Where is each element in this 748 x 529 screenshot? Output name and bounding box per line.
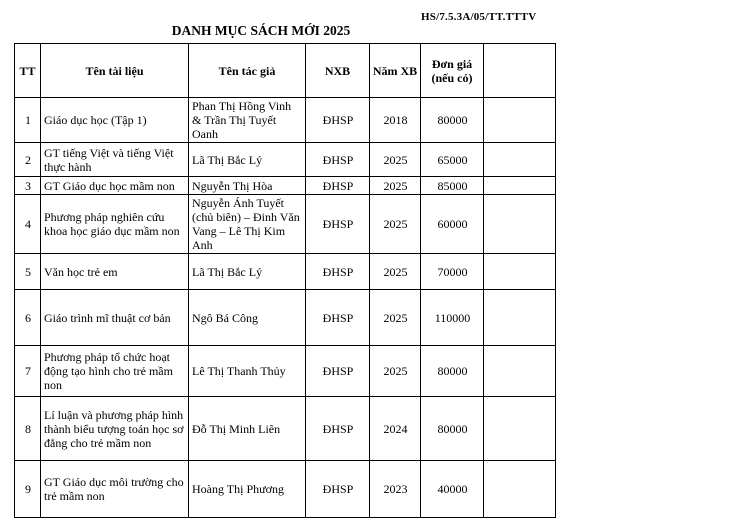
- cell-title: Phương pháp nghiên cứu khoa học giáo dục…: [40, 194, 189, 254]
- cell-title: Giáo trình mĩ thuật cơ bản: [40, 289, 189, 346]
- cell-note: [483, 396, 556, 461]
- cell-tt: 7: [14, 345, 41, 397]
- cell-year: 2024: [369, 396, 421, 461]
- table-row: 8 Lí luận và phương pháp hình thành biểu …: [14, 396, 556, 461]
- cell-tt: 2: [14, 142, 41, 177]
- cell-nxb: ĐHSP: [305, 396, 370, 461]
- header-cell-note: [483, 43, 556, 98]
- table-row: 9 GT Giáo dục môi trường cho trẻ mầm non H…: [14, 460, 556, 518]
- cell-price: 70000: [420, 253, 484, 290]
- cell-nxb: ĐHSP: [305, 176, 370, 195]
- cell-year: 2018: [369, 97, 421, 143]
- cell-year: 2025: [369, 176, 421, 195]
- table-row: 2 GT tiếng Việt và tiếng Việt thực hành Lã…: [14, 142, 556, 177]
- cell-tt: 5: [14, 253, 41, 290]
- cell-title: Lí luận và phương pháp hình thành biểu t…: [40, 396, 189, 461]
- cell-tt: 3: [14, 176, 41, 195]
- table-body: 1 Giáo dục học (Tập 1) Phan Thị Hồng Vinh …: [14, 97, 556, 518]
- cell-nxb: ĐHSP: [305, 289, 370, 346]
- cell-tt: 9: [14, 460, 41, 518]
- cell-year: 2025: [369, 289, 421, 346]
- cell-author: Lã Thị Bắc Lý: [188, 253, 306, 290]
- cell-year: 2025: [369, 253, 421, 290]
- cell-author: Ngô Bá Công: [188, 289, 306, 346]
- header-cell-nxb: NXB: [305, 43, 370, 98]
- cell-price: 80000: [420, 345, 484, 397]
- cell-author: Lã Thị Bắc Lý: [188, 142, 306, 177]
- cell-price: 60000: [420, 194, 484, 254]
- cell-nxb: ĐHSP: [305, 97, 370, 143]
- cell-note: [483, 253, 556, 290]
- cell-nxb: ĐHSP: [305, 194, 370, 254]
- cell-year: 2023: [369, 460, 421, 518]
- cell-note: [483, 176, 556, 195]
- header-row: TT Tên tài liệu Tên tác giả NXB Năm XB Đơn gi…: [14, 43, 556, 98]
- cell-title: Giáo dục học (Tập 1): [40, 97, 189, 143]
- cell-title: Văn học trẻ em: [40, 253, 189, 290]
- table-row: 1 Giáo dục học (Tập 1) Phan Thị Hồng Vinh …: [14, 97, 556, 143]
- table-row: 5 Văn học trẻ em Lã Thị Bắc Lý ĐHSP 2025 7000…: [14, 253, 556, 290]
- cell-note: [483, 97, 556, 143]
- header-cell-author: Tên tác giả: [188, 43, 306, 98]
- cell-year: 2025: [369, 194, 421, 254]
- cell-author: Đỗ Thị Minh Liên: [188, 396, 306, 461]
- cell-nxb: ĐHSP: [305, 345, 370, 397]
- cell-price: 80000: [420, 396, 484, 461]
- cell-author: Phan Thị Hồng Vinh & Trần Thị Tuyết Oanh: [188, 97, 306, 143]
- cell-price: 40000: [420, 460, 484, 518]
- table-header: TT Tên tài liệu Tên tác giả NXB Năm XB Đơn gi…: [14, 43, 556, 98]
- cell-note: [483, 345, 556, 397]
- cell-note: [483, 460, 556, 518]
- cell-nxb: ĐHSP: [305, 142, 370, 177]
- table-row: 7 Phương pháp tổ chức hoạt động tạo hình …: [14, 345, 556, 397]
- table-row: 6 Giáo trình mĩ thuật cơ bản Ngô Bá Công ĐH…: [14, 289, 556, 346]
- cell-tt: 6: [14, 289, 41, 346]
- cell-tt: 4: [14, 194, 41, 254]
- cell-note: [483, 194, 556, 254]
- cell-author: Lê Thị Thanh Thủy: [188, 345, 306, 397]
- cell-tt: 1: [14, 97, 41, 143]
- cell-title: GT Giáo dục môi trường cho trẻ mầm non: [40, 460, 189, 518]
- cell-price: 110000: [420, 289, 484, 346]
- header-cell-tt: TT: [14, 43, 41, 98]
- cell-nxb: ĐHSP: [305, 253, 370, 290]
- cell-author: Nguyễn Ánh Tuyết (chủ biên) – Đinh Văn V…: [188, 194, 306, 254]
- book-list-table: TT Tên tài liệu Tên tác giả NXB Năm XB Đơn gi…: [14, 43, 556, 518]
- cell-tt: 8: [14, 396, 41, 461]
- cell-note: [483, 142, 556, 177]
- cell-price: 65000: [420, 142, 484, 177]
- page-title: DANH MỤC SÁCH MỚI 2025: [171, 23, 351, 38]
- header-cell-price: Đơn giá (nếu có): [420, 43, 484, 98]
- cell-note: [483, 289, 556, 346]
- header-cell-year: Năm XB: [369, 43, 421, 98]
- document-code: HS/7.5.3A/05/TT.TTTV: [421, 11, 537, 23]
- cell-year: 2025: [369, 142, 421, 177]
- cell-price: 80000: [420, 97, 484, 143]
- header-cell-title: Tên tài liệu: [40, 43, 189, 98]
- cell-title: Phương pháp tổ chức hoạt động tạo hình c…: [40, 345, 189, 397]
- cell-price: 85000: [420, 176, 484, 195]
- cell-year: 2025: [369, 345, 421, 397]
- table-row: 4 Phương pháp nghiên cứu khoa học giáo dụ…: [14, 194, 556, 254]
- table-row: 3 GT Giáo dục học mầm non Nguyễn Thị Hòa ĐH…: [14, 176, 556, 195]
- cell-title: GT tiếng Việt và tiếng Việt thực hành: [40, 142, 189, 177]
- cell-author: Nguyễn Thị Hòa: [188, 176, 306, 195]
- cell-nxb: ĐHSP: [305, 460, 370, 518]
- cell-title: GT Giáo dục học mầm non: [40, 176, 189, 195]
- cell-author: Hoàng Thị Phương: [188, 460, 306, 518]
